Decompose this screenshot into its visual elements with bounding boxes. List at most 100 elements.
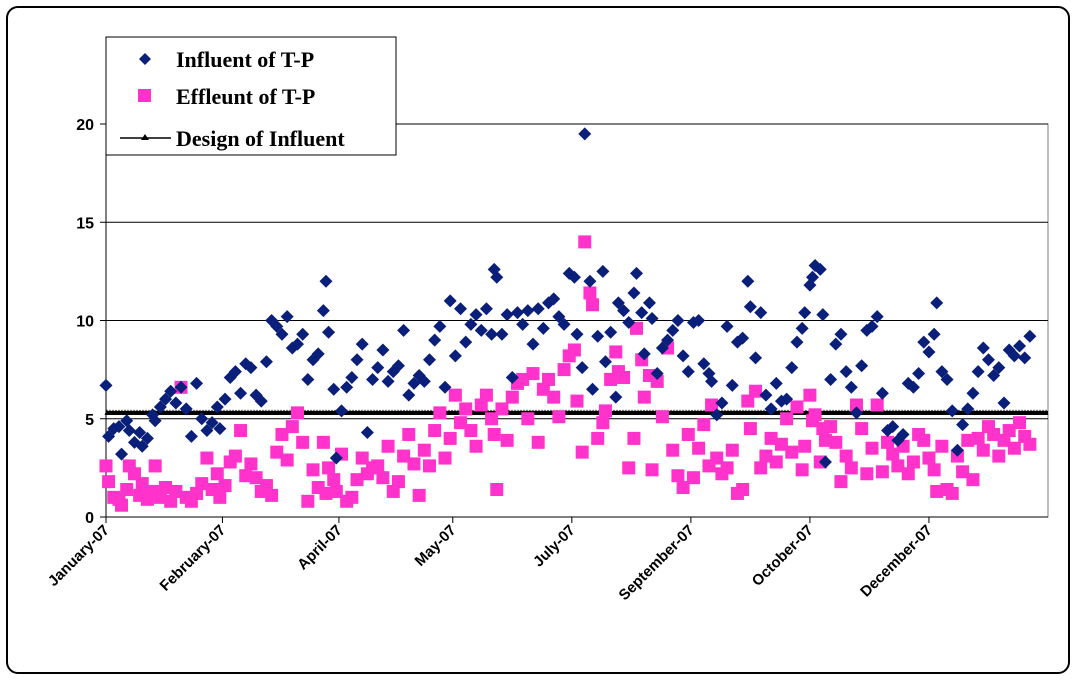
effluent-point (285, 420, 299, 434)
influent-point (479, 302, 493, 316)
effluent-point (127, 467, 141, 481)
influent-point (355, 337, 369, 351)
influent-point (987, 369, 1001, 383)
influent-point (813, 262, 827, 276)
legend-box (105, 36, 397, 156)
influent-point (335, 404, 348, 418)
effluent-point (917, 433, 931, 447)
effluent-point (329, 484, 343, 498)
influent-point (935, 365, 949, 379)
influent-point (275, 327, 289, 341)
influent-point (945, 404, 959, 418)
effluent-point (500, 433, 514, 447)
influent-point (133, 426, 147, 440)
effluent-point (901, 467, 915, 481)
influent-point (681, 365, 695, 379)
influent-point (153, 400, 167, 414)
influent-point (1013, 339, 1027, 353)
influent-point (839, 365, 853, 379)
influent-point (485, 327, 499, 341)
influent-point (495, 327, 509, 341)
influent-point (849, 406, 863, 420)
effluent-point (407, 457, 421, 471)
effluent-point (505, 390, 519, 404)
effluent-point (190, 486, 204, 500)
effluent-point (521, 412, 535, 426)
influent-point (1018, 351, 1032, 365)
effluent-point (945, 486, 959, 500)
influent-point (490, 270, 504, 284)
effluent-point (350, 473, 364, 487)
influent-point (609, 390, 623, 404)
influent-point (705, 374, 719, 388)
effluent-point (164, 494, 178, 508)
influent-point (642, 296, 656, 310)
influent-point (510, 306, 524, 320)
influent-point (329, 451, 343, 465)
effluent-point (705, 398, 719, 412)
effluent-point (795, 463, 809, 477)
influent-point (671, 314, 685, 327)
effluent-point (547, 390, 561, 404)
effluent-point (798, 439, 812, 453)
influent-point (586, 382, 600, 396)
effluent-point (428, 424, 442, 438)
effluent-point (666, 443, 680, 457)
effluent-point (839, 449, 853, 463)
influent-point (169, 396, 183, 410)
x-tick-label: October-07 (749, 522, 817, 590)
influent-point (829, 337, 843, 351)
influent-point (552, 310, 566, 324)
effluent-point (316, 435, 330, 449)
influent-point (459, 335, 473, 349)
effluent-point (306, 463, 320, 477)
influent-point (661, 333, 675, 347)
influent-point (591, 329, 605, 343)
influent-point (834, 327, 848, 341)
effluent-point (754, 461, 768, 475)
influent-point (345, 370, 359, 384)
x-tick-label: January-07 (45, 522, 113, 590)
effluent-point (531, 435, 545, 449)
influent-point (244, 361, 258, 375)
influent-point (397, 323, 411, 337)
effluent-point (376, 471, 390, 485)
effluent-point (785, 445, 799, 459)
effluent-point (961, 433, 975, 447)
influent-point (971, 365, 985, 379)
effluent-point (291, 406, 305, 420)
influent-point (200, 424, 214, 438)
x-tick-label: September-07 (616, 522, 698, 604)
influent-point (961, 402, 975, 416)
influent-point (855, 359, 869, 373)
influent-point (617, 304, 631, 318)
effluent-point (322, 461, 336, 475)
influent-point (637, 347, 651, 361)
influent-point (749, 351, 763, 365)
effluent-point (586, 298, 600, 312)
effluent-point (397, 449, 411, 463)
effluent-point (818, 433, 832, 447)
influent-point (927, 327, 941, 341)
influent-point (754, 306, 768, 320)
effluent-point (860, 467, 874, 481)
effluent-point (159, 481, 173, 495)
influent-point (291, 337, 305, 351)
influent-point (769, 376, 783, 390)
effluent-point (676, 481, 690, 495)
influent-point (966, 386, 980, 400)
effluent-point (671, 469, 685, 483)
effluent-point (265, 488, 279, 502)
effluent-point (790, 400, 804, 414)
effluent-point (213, 490, 227, 504)
effluent-point (575, 445, 589, 459)
influent-point (254, 394, 268, 408)
influent-point (270, 319, 284, 333)
influent-point (120, 414, 134, 428)
effluent-point (391, 475, 405, 489)
influent-point (213, 422, 227, 436)
effluent-point (865, 441, 879, 455)
influent-point (806, 270, 819, 284)
influent-point (611, 296, 625, 310)
effluent-point (115, 498, 129, 512)
